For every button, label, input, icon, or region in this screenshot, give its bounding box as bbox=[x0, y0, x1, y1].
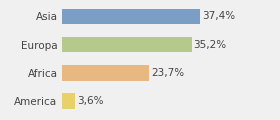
Text: 23,7%: 23,7% bbox=[151, 68, 184, 78]
Text: 35,2%: 35,2% bbox=[193, 40, 227, 50]
Text: 3,6%: 3,6% bbox=[77, 96, 103, 106]
Bar bbox=[62, 93, 75, 109]
Bar bbox=[62, 37, 192, 52]
Bar bbox=[62, 9, 200, 24]
Bar bbox=[62, 65, 149, 81]
Text: 37,4%: 37,4% bbox=[202, 11, 235, 21]
